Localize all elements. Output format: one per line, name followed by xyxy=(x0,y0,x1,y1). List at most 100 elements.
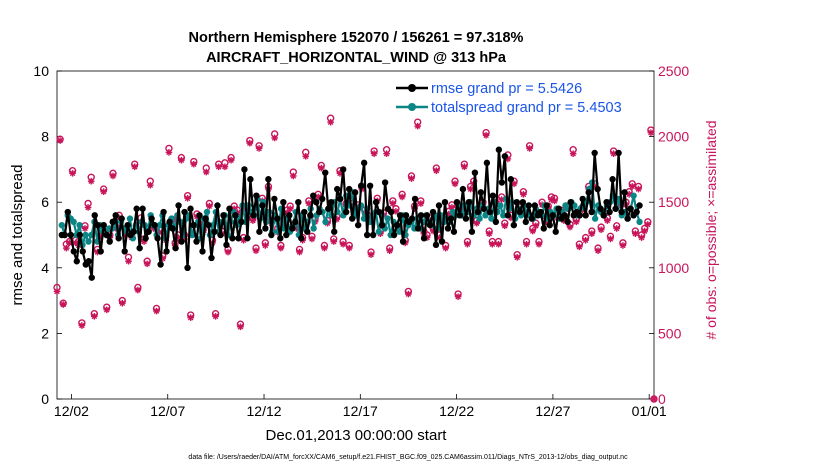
rmse-marker xyxy=(250,212,257,219)
obs-assimilated-marker xyxy=(501,222,509,230)
obs-assimilated-marker xyxy=(383,150,390,157)
rmse-marker xyxy=(154,235,161,242)
rmse-marker xyxy=(124,221,131,229)
rmse-marker xyxy=(471,169,479,176)
obs-assimilated-marker xyxy=(53,288,61,295)
y2-tick-label: 500 xyxy=(658,325,682,341)
rmse-marker xyxy=(597,205,604,212)
obs-assimilated-marker xyxy=(607,235,614,243)
obs-assimilated-marker xyxy=(467,185,474,193)
obs-assimilated-marker xyxy=(302,152,310,160)
rmse-marker xyxy=(633,208,640,216)
obs-assimilated-marker xyxy=(339,240,347,248)
rmse-marker xyxy=(337,195,344,203)
obs-assimilated-marker xyxy=(81,225,89,232)
totalspread-marker xyxy=(203,208,211,216)
obs-assimilated-marker xyxy=(386,247,394,255)
obs-assimilated-marker xyxy=(628,183,636,190)
rmse-marker xyxy=(229,235,236,242)
rmse-marker xyxy=(492,218,500,226)
rmse-marker xyxy=(145,228,152,235)
obs-assimilated-marker xyxy=(345,244,353,252)
rmse-marker xyxy=(606,208,613,216)
rmse-marker xyxy=(274,215,281,222)
x-tick-label: 01/01 xyxy=(632,403,667,419)
rmse-marker xyxy=(603,199,610,206)
legend-box xyxy=(392,76,650,118)
rmse-marker xyxy=(205,221,212,229)
rmse-marker xyxy=(301,208,308,216)
obs-assimilated-marker xyxy=(277,244,285,252)
rmse-marker xyxy=(450,228,458,235)
obs-assimilated-marker xyxy=(134,286,142,294)
y2-tick-label: 1500 xyxy=(658,194,689,210)
legend-spread-marker xyxy=(408,103,416,111)
rmse-marker xyxy=(453,199,461,206)
rmse-marker xyxy=(366,182,374,189)
rmse-marker xyxy=(579,195,586,203)
obs-assimilated-marker xyxy=(566,223,574,231)
rmse-marker xyxy=(160,208,167,216)
rmse-marker xyxy=(576,212,583,219)
obs-assimilated-marker xyxy=(532,222,540,230)
rmse-marker xyxy=(567,199,574,206)
rmse-marker xyxy=(429,208,437,216)
obs-assimilated-marker xyxy=(100,188,107,196)
obs-assimilated-marker xyxy=(84,204,92,211)
obs-assimilated-marker xyxy=(594,247,602,255)
rmse-marker xyxy=(163,248,170,255)
obs-assimilated-marker xyxy=(520,191,527,198)
obs-assimilated-marker xyxy=(187,314,195,321)
rmse-marker xyxy=(540,225,547,232)
obs-assimilated-marker xyxy=(632,230,639,237)
obs-assimilated-marker xyxy=(206,202,213,210)
x-axis-label: Dec.01,2013 00:00:00 start xyxy=(266,427,448,444)
y-tick-label: 8 xyxy=(41,129,49,145)
rmse-marker xyxy=(157,261,164,268)
obs-assimilated-marker xyxy=(482,131,490,139)
obs-assimilated-marker xyxy=(464,240,471,248)
obs-assimilated-marker xyxy=(417,200,425,207)
totalspread-marker xyxy=(500,212,507,219)
rmse-marker xyxy=(115,235,122,242)
totalspread-marker xyxy=(591,215,599,222)
obs-assimilated-marker xyxy=(597,226,605,234)
obs-assimilated-marker xyxy=(165,149,173,156)
obs-assimilated-marker xyxy=(389,200,397,207)
rmse-marker xyxy=(94,221,101,229)
rmse-marker xyxy=(345,185,353,193)
rmse-marker xyxy=(459,185,467,193)
rmse-marker xyxy=(468,228,476,235)
rmse-marker xyxy=(310,192,317,199)
rmse-marker xyxy=(130,228,137,235)
rmse-marker xyxy=(136,244,143,252)
obs-assimilated-marker xyxy=(56,137,64,144)
rmse-marker xyxy=(594,185,601,193)
rmse-marker xyxy=(561,212,568,219)
rmse-marker xyxy=(342,208,350,216)
rmse-marker xyxy=(91,212,98,219)
obs-assimilated-marker xyxy=(513,254,521,261)
obs-assimilated-marker xyxy=(308,235,316,243)
obs-assimilated-marker xyxy=(131,163,139,171)
obs-assimilated-marker xyxy=(178,156,185,164)
rmse-marker xyxy=(360,159,368,167)
rmse-marker xyxy=(220,212,227,219)
rmse-marker xyxy=(477,189,485,196)
rmse-marker xyxy=(513,199,521,206)
obs-assimilated-marker xyxy=(433,167,440,175)
obs-assimilated-marker xyxy=(638,234,645,241)
obs-assimilated-marker xyxy=(644,221,652,228)
legend: rmse grand pr = 5.5426 totalspread grand… xyxy=(392,76,650,118)
rmse-marker xyxy=(621,189,628,196)
obs-assimilated-marker xyxy=(252,247,260,255)
obs-assimilated-marker xyxy=(551,197,558,205)
rmse-marker xyxy=(244,235,251,242)
obs-assimilated-marker xyxy=(91,313,98,320)
rmse-marker xyxy=(519,199,527,206)
obs-assimilated-marker xyxy=(327,118,334,126)
totalspread-marker xyxy=(322,218,329,226)
obs-assimilated-marker xyxy=(414,122,421,130)
obs-assimilated-marker xyxy=(290,172,297,180)
rmse-marker xyxy=(393,221,401,229)
